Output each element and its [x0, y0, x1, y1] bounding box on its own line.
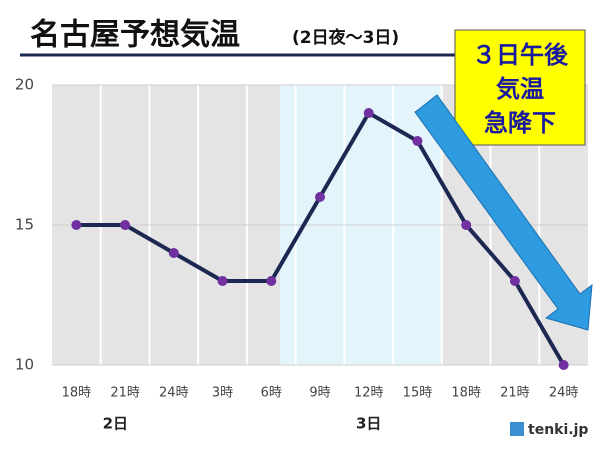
point: [71, 220, 82, 230]
chart-subtitle: (2日夜～3日): [292, 27, 399, 48]
day-label: 2日: [103, 415, 128, 433]
point: [509, 276, 520, 286]
point: [461, 220, 472, 230]
x-tick-label: 24時: [159, 386, 189, 401]
point: [217, 276, 228, 286]
x-tick-label: 15時: [403, 386, 433, 401]
x-tick-label: 21時: [110, 386, 140, 401]
point: [412, 136, 423, 146]
x-tick-label: 21時: [500, 386, 530, 401]
point: [266, 276, 277, 286]
logo-icon: [510, 422, 524, 436]
x-tick-label: 6時: [261, 386, 282, 401]
down-arrow: [414, 94, 593, 331]
point: [120, 220, 131, 230]
source-logo: tenki.jp: [528, 422, 588, 438]
x-tick-label: 12時: [354, 386, 384, 401]
x-tick-label: 18時: [451, 386, 481, 401]
y-tick-label: 15: [15, 216, 34, 234]
x-tick-label: 9時: [309, 386, 330, 401]
point: [315, 192, 325, 202]
annotation-line: ３日午後: [472, 41, 569, 69]
point: [558, 360, 569, 370]
x-tick-label: 18時: [62, 386, 92, 401]
y-tick-label: 20: [15, 76, 34, 94]
y-tick-label: 10: [15, 356, 34, 374]
chart-title: 名古屋予想気温: [30, 18, 240, 53]
annotation-box: [454, 29, 586, 146]
day-label: 3日: [356, 415, 381, 433]
annotation-line: 気温: [496, 75, 544, 103]
annotation-line: 急降下: [484, 109, 556, 137]
x-tick-label: 3時: [212, 386, 233, 401]
point: [363, 108, 374, 118]
series: [71, 108, 569, 370]
point: [168, 248, 179, 258]
x-tick-label: 24時: [549, 386, 579, 401]
